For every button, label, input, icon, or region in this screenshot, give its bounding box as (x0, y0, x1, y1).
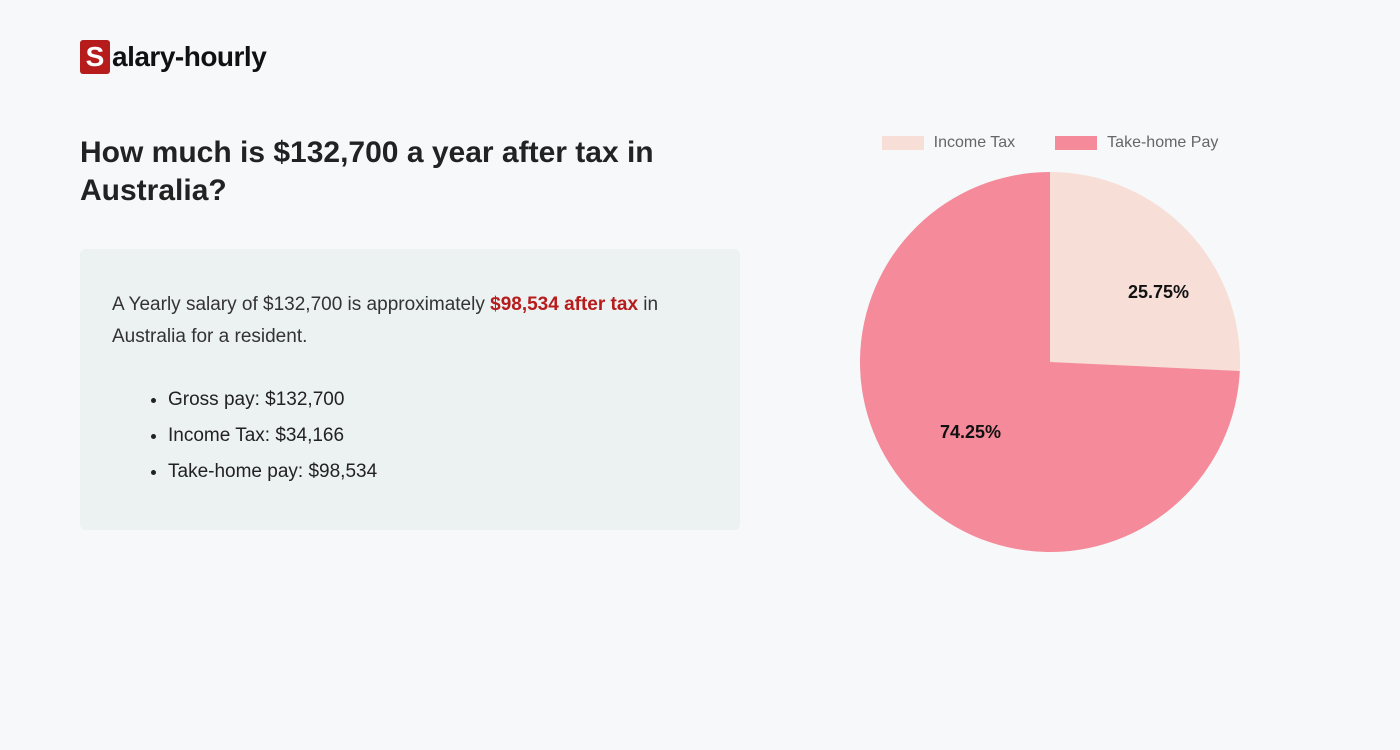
pie-legend: Income Tax Take-home Pay (840, 134, 1260, 152)
summary-prefix: A Yearly salary of $132,700 is approxima… (112, 294, 490, 315)
left-column: How much is $132,700 a year after tax in… (80, 134, 740, 530)
logo-text: alary-hourly (112, 41, 266, 73)
page-headline: How much is $132,700 a year after tax in… (80, 134, 740, 209)
summary-highlight: $98,534 after tax (490, 294, 638, 315)
legend-swatch-take-home (1055, 136, 1097, 150)
content-row: How much is $132,700 a year after tax in… (80, 134, 1320, 552)
site-logo: S alary-hourly (80, 40, 1320, 74)
bullet-gross-pay: Gross pay: $132,700 (168, 382, 708, 418)
summary-box: A Yearly salary of $132,700 is approxima… (80, 249, 740, 530)
pie-label-income-tax: 25.75% (1128, 282, 1189, 303)
summary-bullets: Gross pay: $132,700 Income Tax: $34,166 … (112, 382, 708, 490)
legend-label-take-home: Take-home Pay (1107, 134, 1218, 152)
right-column: Income Tax Take-home Pay 25.75% 74.25% (840, 134, 1260, 552)
logo-s-badge: S (80, 40, 110, 74)
summary-text: A Yearly salary of $132,700 is approxima… (112, 289, 708, 354)
legend-swatch-income-tax (882, 136, 924, 150)
pie-chart: 25.75% 74.25% (860, 172, 1240, 552)
pie-svg (860, 172, 1240, 552)
legend-item-income-tax: Income Tax (882, 134, 1016, 152)
pie-label-take-home: 74.25% (940, 422, 1001, 443)
bullet-income-tax: Income Tax: $34,166 (168, 418, 708, 454)
bullet-take-home: Take-home pay: $98,534 (168, 454, 708, 490)
legend-item-take-home: Take-home Pay (1055, 134, 1218, 152)
legend-label-income-tax: Income Tax (934, 134, 1016, 152)
